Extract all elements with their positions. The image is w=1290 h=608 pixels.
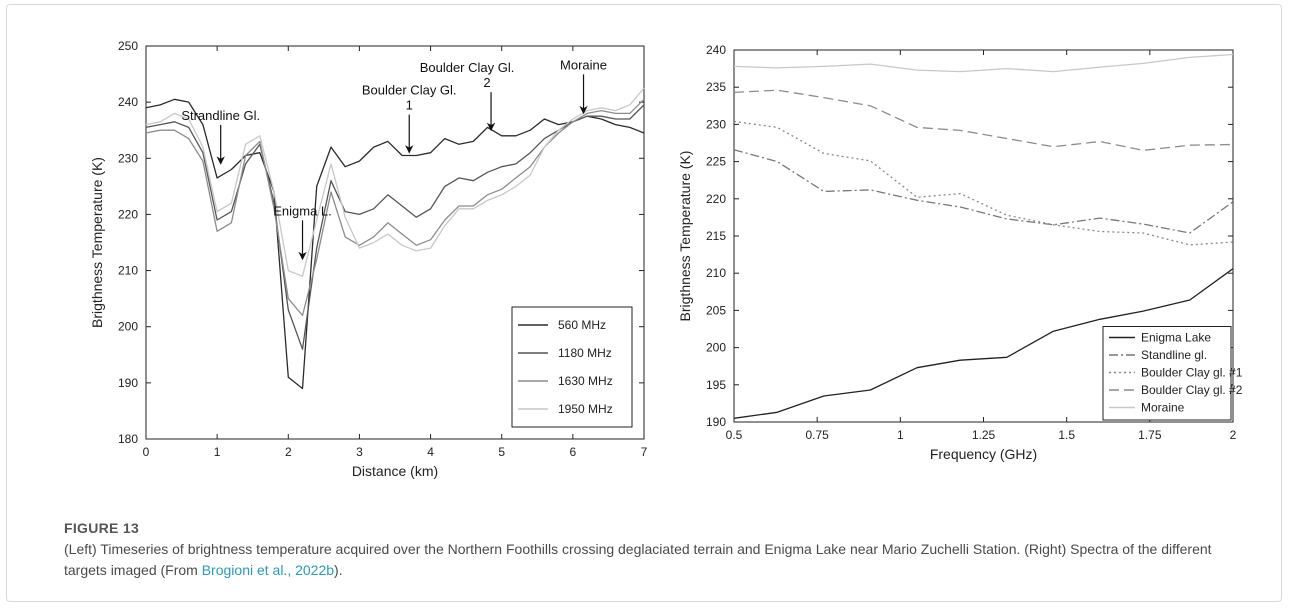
legend-label: Boulder Clay gl. #1 (1141, 366, 1243, 380)
series-line (145, 98, 645, 390)
annotation-label: 2 (483, 75, 490, 90)
figure-caption: (Left) Timeseries of brightness temperat… (64, 539, 1244, 581)
x-tick-label: 6 (570, 445, 577, 459)
caption-text-end: ). (334, 562, 343, 578)
x-tick-label: 2 (1230, 428, 1237, 442)
y-tick-label: 210 (706, 266, 726, 280)
x-tick-label: 1 (897, 428, 904, 442)
series-line (733, 89, 1234, 152)
y-tick-label: 200 (706, 341, 726, 355)
x-tick-label: 0.75 (805, 428, 829, 442)
y-tick-label: 230 (118, 151, 138, 165)
annotation-label: Boulder Clay Gl. (420, 60, 515, 75)
y-tick-label: 230 (706, 117, 726, 131)
y-axis-label: Brigthness Temperature (K) (89, 157, 105, 328)
figure-label: FIGURE 13 (64, 520, 140, 536)
y-tick-label: 215 (706, 229, 726, 243)
left-chart: 0 1 2 3 4 5 6 7 180 190 200 210 220 230 240 250 Distance… (89, 39, 648, 479)
y-tick-label: 240 (118, 95, 138, 109)
caption-text: (Left) Timeseries of brightness temperat… (64, 541, 1212, 578)
x-tick-label: 1.5 (1058, 428, 1075, 442)
annotation-label: Enigma L. (273, 203, 332, 218)
y-tick-label: 220 (706, 192, 726, 206)
legend-label: Boulder Clay gl. #2 (1141, 383, 1243, 397)
series-line (733, 149, 1234, 234)
citation-link[interactable]: Brogioni et al., 2022b (201, 562, 335, 578)
y-tick-label: 235 (706, 80, 726, 94)
annotation-label: Boulder Clay Gl. (362, 83, 457, 98)
y-tick-label: 200 (118, 320, 138, 334)
y-tick-label: 240 (706, 43, 726, 57)
y-tick-label: 220 (118, 207, 138, 221)
legend-box (1102, 326, 1232, 421)
x-tick-label: 1 (214, 445, 221, 459)
y-tick-label: 210 (118, 264, 138, 278)
legend-label: Moraine (1141, 401, 1185, 415)
annotation-label: 1 (406, 98, 413, 113)
legend-box (511, 306, 633, 428)
legend-label: 1180 MHz (558, 346, 612, 360)
x-tick-label: 0.5 (726, 428, 743, 442)
series-line (145, 87, 645, 277)
legend-label: Enigma Lake (1141, 331, 1211, 345)
x-tick-label: 5 (498, 445, 505, 459)
figure-caption-block: FIGURE 13 (Left) Timeseries of brightnes… (64, 520, 1244, 581)
y-tick-label: 190 (118, 376, 138, 390)
x-tick-label: 1.25 (972, 428, 996, 442)
y-tick-label: 225 (706, 155, 726, 169)
y-axis-label: Brigthness Temperature (K) (677, 151, 693, 322)
x-axis-label: Distance (km) (352, 463, 438, 479)
legend-label: 1950 MHz (558, 402, 613, 416)
y-tick-label: 250 (118, 39, 138, 53)
x-tick-label: 3 (356, 445, 363, 459)
series-line (733, 53, 1234, 73)
legend-label: Standline gl. (1141, 348, 1207, 362)
x-tick-label: 7 (641, 445, 648, 459)
x-tick-label: 4 (427, 445, 434, 459)
legend-label: 560 MHz (558, 318, 606, 332)
y-tick-label: 190 (706, 415, 726, 429)
series-line (145, 98, 645, 317)
annotation-label: Moraine (560, 57, 607, 72)
x-tick-label: 1.75 (1138, 428, 1162, 442)
x-axis-label: Frequency (GHz) (930, 446, 1037, 462)
y-tick-label: 205 (706, 303, 726, 317)
legend-label: 1630 MHz (558, 374, 613, 388)
x-tick-label: 2 (285, 445, 292, 459)
plot-frame (145, 45, 645, 440)
x-tick-label: 0 (143, 445, 150, 459)
right-chart: 0.5 0.75 1 1.25 1.5 1.75 2 190 195 200 205 210 215 22… (677, 43, 1243, 462)
annotation-label: Strandline Gl. (181, 108, 260, 123)
y-tick-label: 180 (118, 432, 138, 446)
series-line (733, 120, 1234, 246)
series-line (733, 268, 1234, 419)
y-tick-label: 195 (706, 378, 726, 392)
